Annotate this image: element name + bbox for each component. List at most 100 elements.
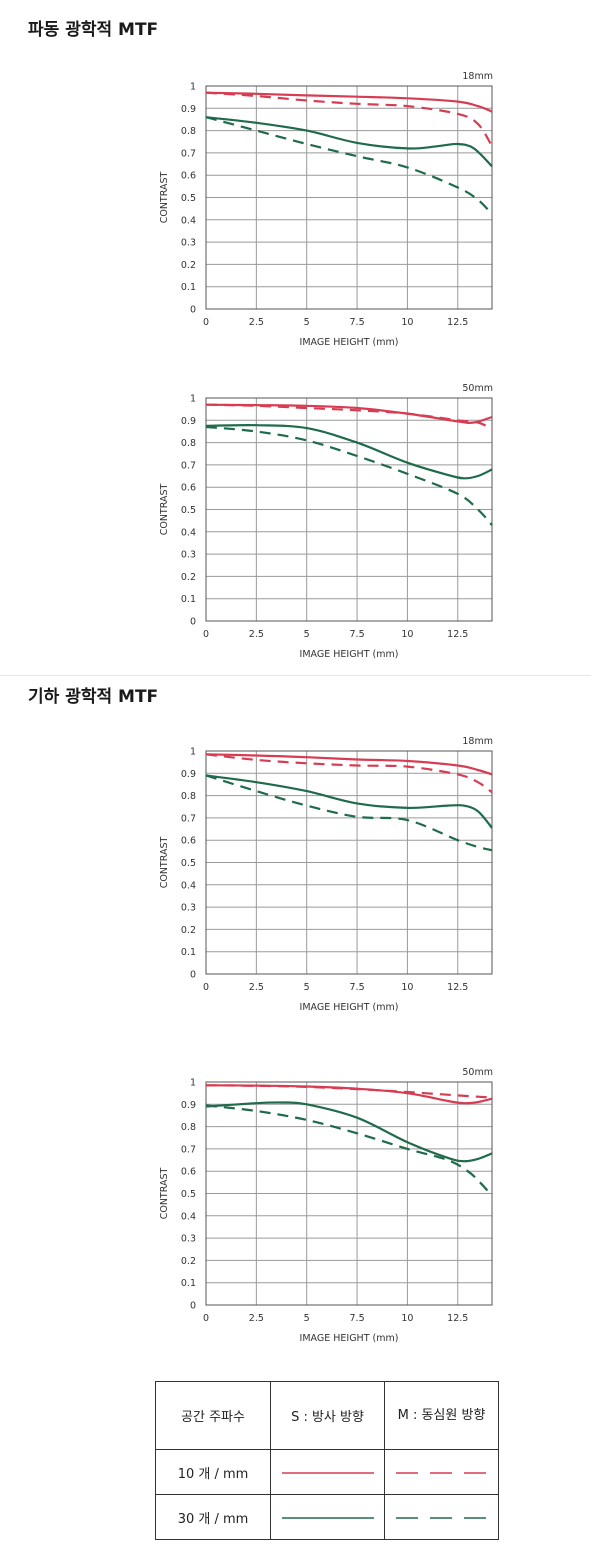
y-tick-label: 0.5 (181, 505, 196, 516)
y-tick-label: 0.8 (181, 438, 196, 449)
chart-title: 18mm (462, 736, 493, 747)
y-tick-label: 0.8 (181, 1122, 196, 1133)
x-tick-label: 7.5 (350, 1313, 365, 1324)
x-tick-label: 10 (401, 982, 413, 993)
x-tick-label: 2.5 (249, 629, 264, 640)
plot-frame (205, 85, 493, 310)
x-tick-label: 5 (304, 982, 310, 993)
series-line-4 (205, 116, 493, 215)
y-tick-label: 0 (190, 1301, 196, 1312)
mtf-chart-4: 00.10.20.30.40.50.60.70.80.910 2.5 5 7.5 10 1… (159, 1067, 493, 1344)
y-tick-label: 0 (190, 617, 196, 628)
legend-swatch-30-solid (270, 1494, 385, 1540)
x-tick-label: 5 (304, 317, 310, 328)
y-tick-label: 0 (190, 305, 196, 316)
y-tick-label: 0.4 (181, 880, 196, 891)
y-tick-label: 1 (190, 747, 196, 758)
y-tick-label: 0.1 (181, 282, 196, 293)
legend-swatch-30-dashed (384, 1494, 499, 1540)
x-tick-label: 12.5 (447, 629, 468, 640)
series-line-1 (205, 91, 493, 113)
series-line-1 (205, 753, 493, 776)
x-tick-label: 2.5 (249, 982, 264, 993)
series-line-2 (205, 1084, 493, 1099)
plot-frame (205, 397, 493, 622)
y-tick-label: 0.2 (181, 260, 196, 271)
legend-header-frequency: 공간 주파수 (155, 1381, 271, 1450)
y-tick-label: 0.5 (181, 1189, 196, 1200)
y-tick-label: 0.1 (181, 594, 196, 605)
section-divider (0, 675, 591, 676)
y-tick-label: 0.3 (181, 238, 196, 249)
y-axis-label: CONTRAST (159, 837, 170, 889)
x-tick-label: 2.5 (249, 1313, 264, 1324)
x-tick-label: 0 (203, 982, 209, 993)
legend-header-sagittal: S : 방사 방향 (270, 1381, 385, 1450)
y-tick-label: 0.5 (181, 858, 196, 869)
mtf-chart-2: 00.10.20.30.40.50.60.70.80.910 2.5 5 7.5 10 1… (159, 383, 493, 660)
series-line-3 (205, 116, 493, 168)
series-line-1 (205, 1084, 493, 1105)
y-tick-label: 0.4 (181, 527, 196, 538)
y-tick-label: 0.7 (181, 460, 196, 471)
y-tick-label: 0.9 (181, 416, 196, 427)
y-tick-label: 0.2 (181, 1256, 196, 1267)
y-tick-label: 0.6 (181, 483, 196, 494)
mtf-chart-3: 00.10.20.30.40.50.60.70.80.910 2.5 5 7.5 10 1… (159, 736, 493, 1013)
y-tick-label: 0.3 (181, 550, 196, 561)
series-line-2 (205, 753, 493, 794)
x-tick-label: 0 (203, 1313, 209, 1324)
y-tick-label: 0.5 (181, 193, 196, 204)
y-tick-label: 0.6 (181, 836, 196, 847)
x-tick-label: 5 (304, 1313, 310, 1324)
y-tick-label: 0.2 (181, 925, 196, 936)
plot-frame (205, 1081, 493, 1306)
legend-table: 공간 주파수 S : 방사 방향 M : 동심원 방향 10 개 / mm 30… (155, 1381, 499, 1540)
series-line-4 (205, 425, 493, 526)
y-tick-label: 0.9 (181, 769, 196, 780)
plot-frame (205, 750, 493, 975)
series-line-3 (205, 774, 493, 829)
y-tick-label: 0.1 (181, 1278, 196, 1289)
chart-title: 50mm (462, 383, 493, 394)
y-tick-label: 0.4 (181, 215, 196, 226)
x-tick-label: 10 (401, 1313, 413, 1324)
y-tick-label: 0.1 (181, 947, 196, 958)
x-tick-label: 12.5 (447, 317, 468, 328)
x-axis-label: IMAGE HEIGHT (mm) (300, 1002, 399, 1013)
x-tick-label: 10 (401, 317, 413, 328)
series-line-2 (205, 91, 493, 147)
y-tick-label: 0.9 (181, 1100, 196, 1111)
x-axis-label: IMAGE HEIGHT (mm) (300, 1333, 399, 1344)
y-tick-label: 0.6 (181, 171, 196, 182)
x-tick-label: 12.5 (447, 982, 468, 993)
x-tick-label: 5 (304, 629, 310, 640)
y-tick-label: 1 (190, 82, 196, 93)
x-tick-label: 7.5 (350, 317, 365, 328)
y-tick-label: 0.7 (181, 1144, 196, 1155)
y-tick-label: 0.3 (181, 903, 196, 914)
y-tick-label: 1 (190, 1078, 196, 1089)
section-title-geometric: 기하 광학적 MTF (28, 687, 159, 707)
series-line-4 (205, 774, 493, 852)
section-title-wave: 파동 광학적 MTF (28, 20, 159, 40)
chart-title: 50mm (462, 1067, 493, 1078)
mtf-chart-1: 00.10.20.30.40.50.60.70.80.910 2.5 5 7.5 10 1… (159, 71, 493, 348)
y-tick-label: 1 (190, 394, 196, 405)
series-line-4 (205, 1104, 493, 1197)
x-tick-label: 7.5 (350, 629, 365, 640)
y-tick-label: 0.8 (181, 126, 196, 137)
legend-swatch-10-dashed (384, 1449, 499, 1495)
legend-swatch-10-solid (270, 1449, 385, 1495)
legend-row-30-label: 30 개 / mm (155, 1494, 271, 1540)
legend-row-10-label: 10 개 / mm (155, 1449, 271, 1495)
y-axis-label: CONTRAST (159, 484, 170, 536)
series-line-3 (205, 424, 493, 480)
legend-header-meridional: M : 동심원 방향 (384, 1381, 499, 1450)
x-tick-label: 12.5 (447, 1313, 468, 1324)
y-tick-label: 0.3 (181, 1234, 196, 1245)
y-axis-label: CONTRAST (159, 172, 170, 224)
x-tick-label: 10 (401, 629, 413, 640)
y-tick-label: 0.9 (181, 104, 196, 115)
y-tick-label: 0.2 (181, 572, 196, 583)
